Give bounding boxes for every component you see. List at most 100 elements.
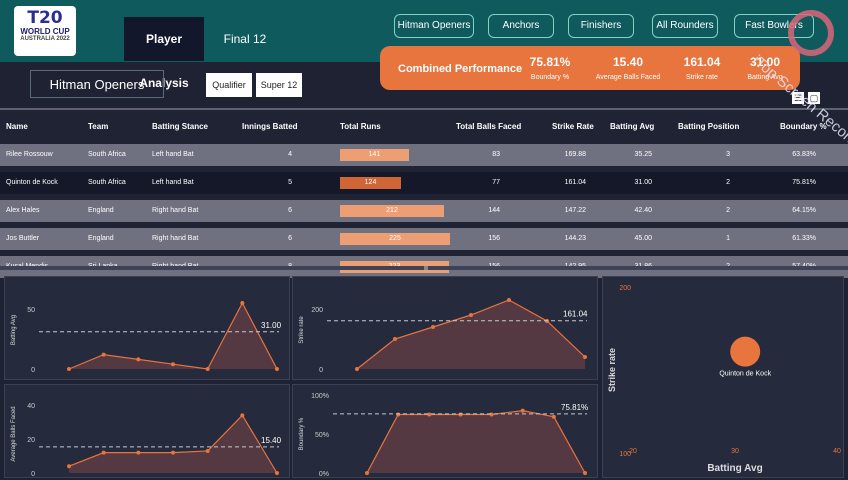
cell-sr: 147.22 xyxy=(564,207,586,214)
kpi-boundary-label: Boundary % xyxy=(530,74,570,81)
col-header-batting-stance[interactable]: Batting Stance xyxy=(152,122,209,131)
logo-subtitle: WORLD CUP xyxy=(20,26,70,36)
data-point xyxy=(205,448,210,453)
data-point xyxy=(136,450,141,455)
cell-balls: 83 xyxy=(492,151,500,158)
col-header-total-balls-faced[interactable]: Total Balls Faced xyxy=(456,122,522,131)
y-tick-label: 0 xyxy=(31,367,35,374)
tab-final-12[interactable]: Final 12 xyxy=(223,32,267,46)
col-header-name[interactable]: Name xyxy=(6,122,28,131)
y-tick-label: 100% xyxy=(311,393,329,400)
y-axis-label: Strike rate xyxy=(607,348,617,392)
table-row[interactable]: Alex Hales England Right hand Bat 6 212 144 14… xyxy=(0,200,848,222)
cell-pos: 2 xyxy=(726,207,730,214)
data-point xyxy=(507,298,511,302)
data-point xyxy=(67,464,71,469)
table-row[interactable]: Rilee Rossouw South Africa Left hand Bat 4 1… xyxy=(0,144,848,166)
data-point xyxy=(136,357,141,362)
cell-avg: 45.00 xyxy=(634,235,652,242)
reference-label: 15.40 xyxy=(261,436,282,445)
filter-icon[interactable]: ☰ xyxy=(792,92,804,104)
cell-name: Jos Buttler xyxy=(6,235,40,242)
y-axis-label: Batting Avg xyxy=(11,315,17,345)
kpi-strike-rate: 161.04 Strike rate xyxy=(660,55,744,81)
category-finishers-button[interactable]: Finishers xyxy=(568,14,634,38)
data-point xyxy=(583,471,587,475)
cell-team: England xyxy=(88,207,114,214)
tab-player-analysis[interactable]: Player Analysis xyxy=(124,17,204,90)
focus-mode-icon[interactable]: ▢ xyxy=(808,92,820,104)
cell-innings: 6 xyxy=(288,207,292,214)
y-axis-label: Strike rate xyxy=(299,316,305,344)
col-header-total-runs[interactable]: Total Runs xyxy=(340,122,381,131)
category-anchors-button[interactable]: Anchors xyxy=(488,14,554,38)
x-tick-label: 30 xyxy=(731,448,739,455)
cell-stance: Left hand Bat xyxy=(152,179,194,186)
reference-label: 31.00 xyxy=(261,321,282,330)
cell-team: South Africa xyxy=(88,179,126,186)
filter-super-12-button[interactable]: Super 12 xyxy=(256,73,302,97)
filter-qualifier-button[interactable]: Qualifier xyxy=(206,73,252,97)
data-point xyxy=(205,367,210,371)
cell-name: Quinton de Kock xyxy=(6,179,58,186)
cell-avg: 42.40 xyxy=(634,207,652,214)
kpi-strike-rate-value: 161.04 xyxy=(683,55,721,69)
scatter-point xyxy=(730,336,761,367)
table-row[interactable]: Quinton de Kock South Africa Left hand Bat… xyxy=(0,172,848,194)
y-tick-label: 20 xyxy=(27,437,35,444)
y-axis-label: Boundary % xyxy=(299,417,305,450)
cell-pos: 1 xyxy=(726,235,730,242)
cell-pos: 3 xyxy=(726,151,730,158)
x-axis-label: Batting Avg xyxy=(707,463,762,474)
cell-stance: Left hand Bat xyxy=(152,151,194,158)
category-all-rounders-button[interactable]: All Rounders xyxy=(652,14,718,38)
data-point xyxy=(275,471,279,475)
cell-stance: Right hand Bat xyxy=(152,207,199,214)
kpi-batting-avg-label: Batting Avg xyxy=(747,74,783,81)
y-tick-label: 200 xyxy=(311,307,323,314)
x-tick-label: 20 xyxy=(629,448,637,455)
col-header-boundary[interactable]: Boundary % xyxy=(780,122,827,131)
data-point xyxy=(427,412,432,417)
data-point xyxy=(355,367,359,371)
cell-stance: Right hand Bat xyxy=(152,235,199,242)
runs-bar: 212 xyxy=(340,205,444,217)
col-header-innings-batted[interactable]: Innings Batted xyxy=(242,122,298,131)
table-row[interactable]: Jos Buttler England Right hand Bat 6 225 156 1… xyxy=(0,228,848,250)
cell-team: England xyxy=(88,235,114,242)
col-header-strike-rate[interactable]: Strike Rate xyxy=(552,122,594,131)
y-tick-label: 100 xyxy=(619,451,631,458)
data-point xyxy=(520,408,525,413)
cell-sr: 144.23 xyxy=(564,235,586,242)
area-fill xyxy=(69,303,277,369)
y-tick-label: 0% xyxy=(319,471,329,478)
col-header-team[interactable]: Team xyxy=(88,122,109,131)
col-header-batting-position[interactable]: Batting Position xyxy=(678,122,740,131)
y-tick-label: 0 xyxy=(319,367,323,374)
data-point xyxy=(171,450,175,455)
strike-rate-chart: 161.04 0 200 Strike rate xyxy=(292,276,598,380)
data-point xyxy=(171,362,175,367)
data-point xyxy=(458,412,463,417)
kpi-boundary: 75.81% Boundary % xyxy=(508,55,592,81)
logo-tagline: AUSTRALIA 2022 xyxy=(20,36,70,43)
cell-balls: 77 xyxy=(492,179,500,186)
cell-pos: 2 xyxy=(726,179,730,186)
reference-label: 161.04 xyxy=(563,310,588,319)
reference-label: 75.81% xyxy=(561,403,588,412)
runs-bar: 225 xyxy=(340,233,450,245)
x-tick-label: 40 xyxy=(833,448,841,455)
y-axis-label: Average Balls Faced xyxy=(11,406,17,461)
table-scroll-handle[interactable] xyxy=(424,266,428,270)
data-point xyxy=(275,367,279,371)
cell-boundary: 64.15% xyxy=(792,207,816,214)
y-tick-label: 50% xyxy=(315,432,329,439)
data-point xyxy=(469,313,473,317)
category-hitman-openers-button[interactable]: Hitman Openers xyxy=(394,14,474,38)
boundary-chart: 75.81% 0% 50% 100% Boundary % xyxy=(292,384,598,478)
series-line xyxy=(366,409,586,474)
col-header-batting-avg[interactable]: Batting Avg xyxy=(610,122,655,131)
cell-innings: 5 xyxy=(288,179,292,186)
cell-sr: 169.88 xyxy=(564,151,586,158)
cell-boundary: 61.33% xyxy=(792,235,816,242)
